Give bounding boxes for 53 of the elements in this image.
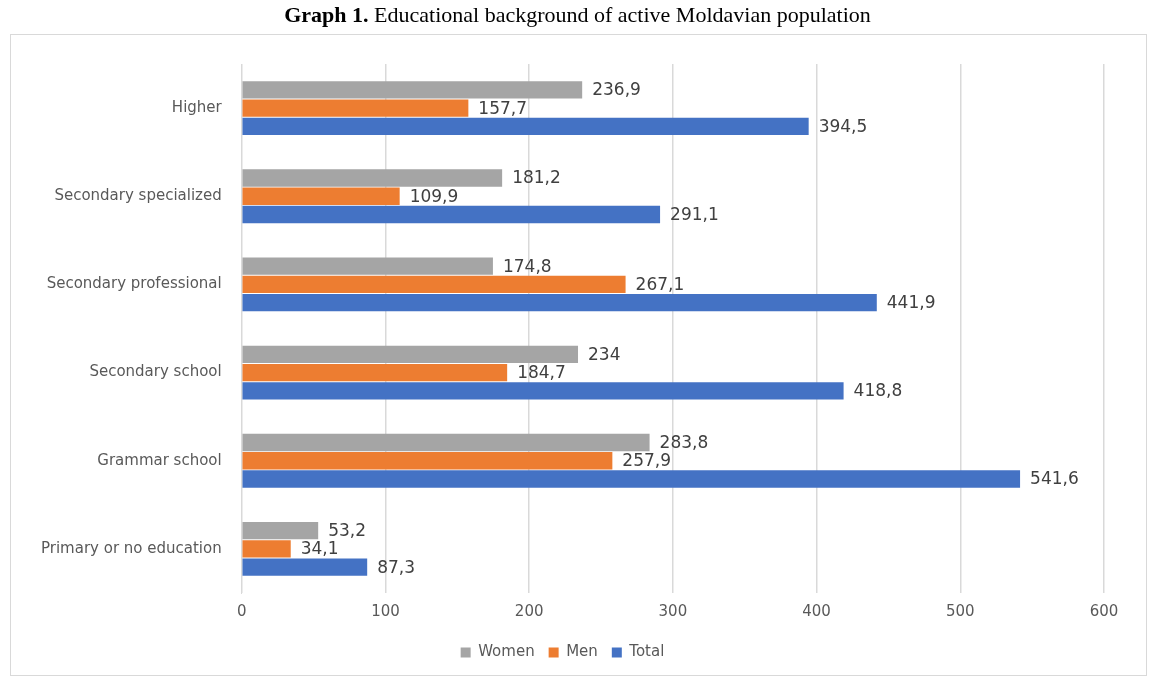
- x-tick-label: 200: [514, 601, 544, 620]
- y-tick-label: Higher: [171, 97, 223, 116]
- data-label: 181,2: [512, 167, 561, 188]
- bar: [242, 81, 583, 99]
- data-label: 418,8: [853, 380, 903, 401]
- x-tick-label: 500: [945, 601, 975, 620]
- x-tick-label: 400: [802, 601, 831, 620]
- data-label: 267,1: [635, 273, 685, 294]
- bar: [242, 275, 626, 294]
- data-label: 34,1: [300, 538, 339, 559]
- data-label: 257,9: [622, 450, 672, 471]
- bar: [242, 470, 1021, 488]
- bar: [242, 117, 809, 135]
- x-tick-label: 0: [236, 601, 247, 620]
- bar: [242, 452, 613, 470]
- data-label: 87,3: [377, 556, 416, 577]
- x-tick-label: 600: [1089, 601, 1119, 620]
- y-tick-label: Secondary school: [89, 362, 222, 381]
- bar: [242, 433, 650, 452]
- data-label: 174,8: [502, 255, 552, 276]
- bar: [242, 382, 844, 400]
- legend-label: Men: [566, 642, 598, 661]
- y-tick-label: Grammar school: [97, 450, 222, 469]
- bar: [242, 205, 661, 224]
- bar: [242, 169, 503, 187]
- bar: [242, 345, 579, 364]
- bar: [242, 558, 368, 576]
- legend-label: Total: [628, 642, 665, 661]
- bar: [242, 363, 508, 382]
- bar: [242, 522, 319, 540]
- x-tick-label: 100: [371, 601, 400, 620]
- bar: [242, 540, 291, 558]
- bar: [242, 187, 400, 205]
- bar: [242, 257, 493, 275]
- data-label: 184,7: [517, 362, 566, 383]
- y-tick-label: Secondary professional: [46, 274, 222, 293]
- data-label: 394,5: [818, 115, 868, 136]
- data-label: 109,9: [409, 185, 459, 206]
- data-label: 291,1: [670, 203, 719, 224]
- bar: [242, 293, 877, 312]
- chart-title: Graph 1. Educational background of active Moldavian population: [284, 2, 871, 27]
- legend-label: Women: [478, 642, 535, 661]
- data-label: 234: [588, 343, 621, 364]
- bar: [242, 99, 469, 117]
- data-label: 441,9: [886, 292, 936, 313]
- data-label: 53,2: [328, 520, 367, 541]
- data-label: 157,7: [478, 97, 528, 118]
- x-tick-label: 300: [658, 601, 688, 620]
- y-tick-label: Secondary specialized: [54, 186, 222, 205]
- data-label: 236,9: [592, 79, 641, 100]
- data-label: 283,8: [659, 431, 709, 452]
- y-tick-label: Primary or no education: [40, 538, 222, 557]
- data-label: 541,6: [1030, 468, 1079, 489]
